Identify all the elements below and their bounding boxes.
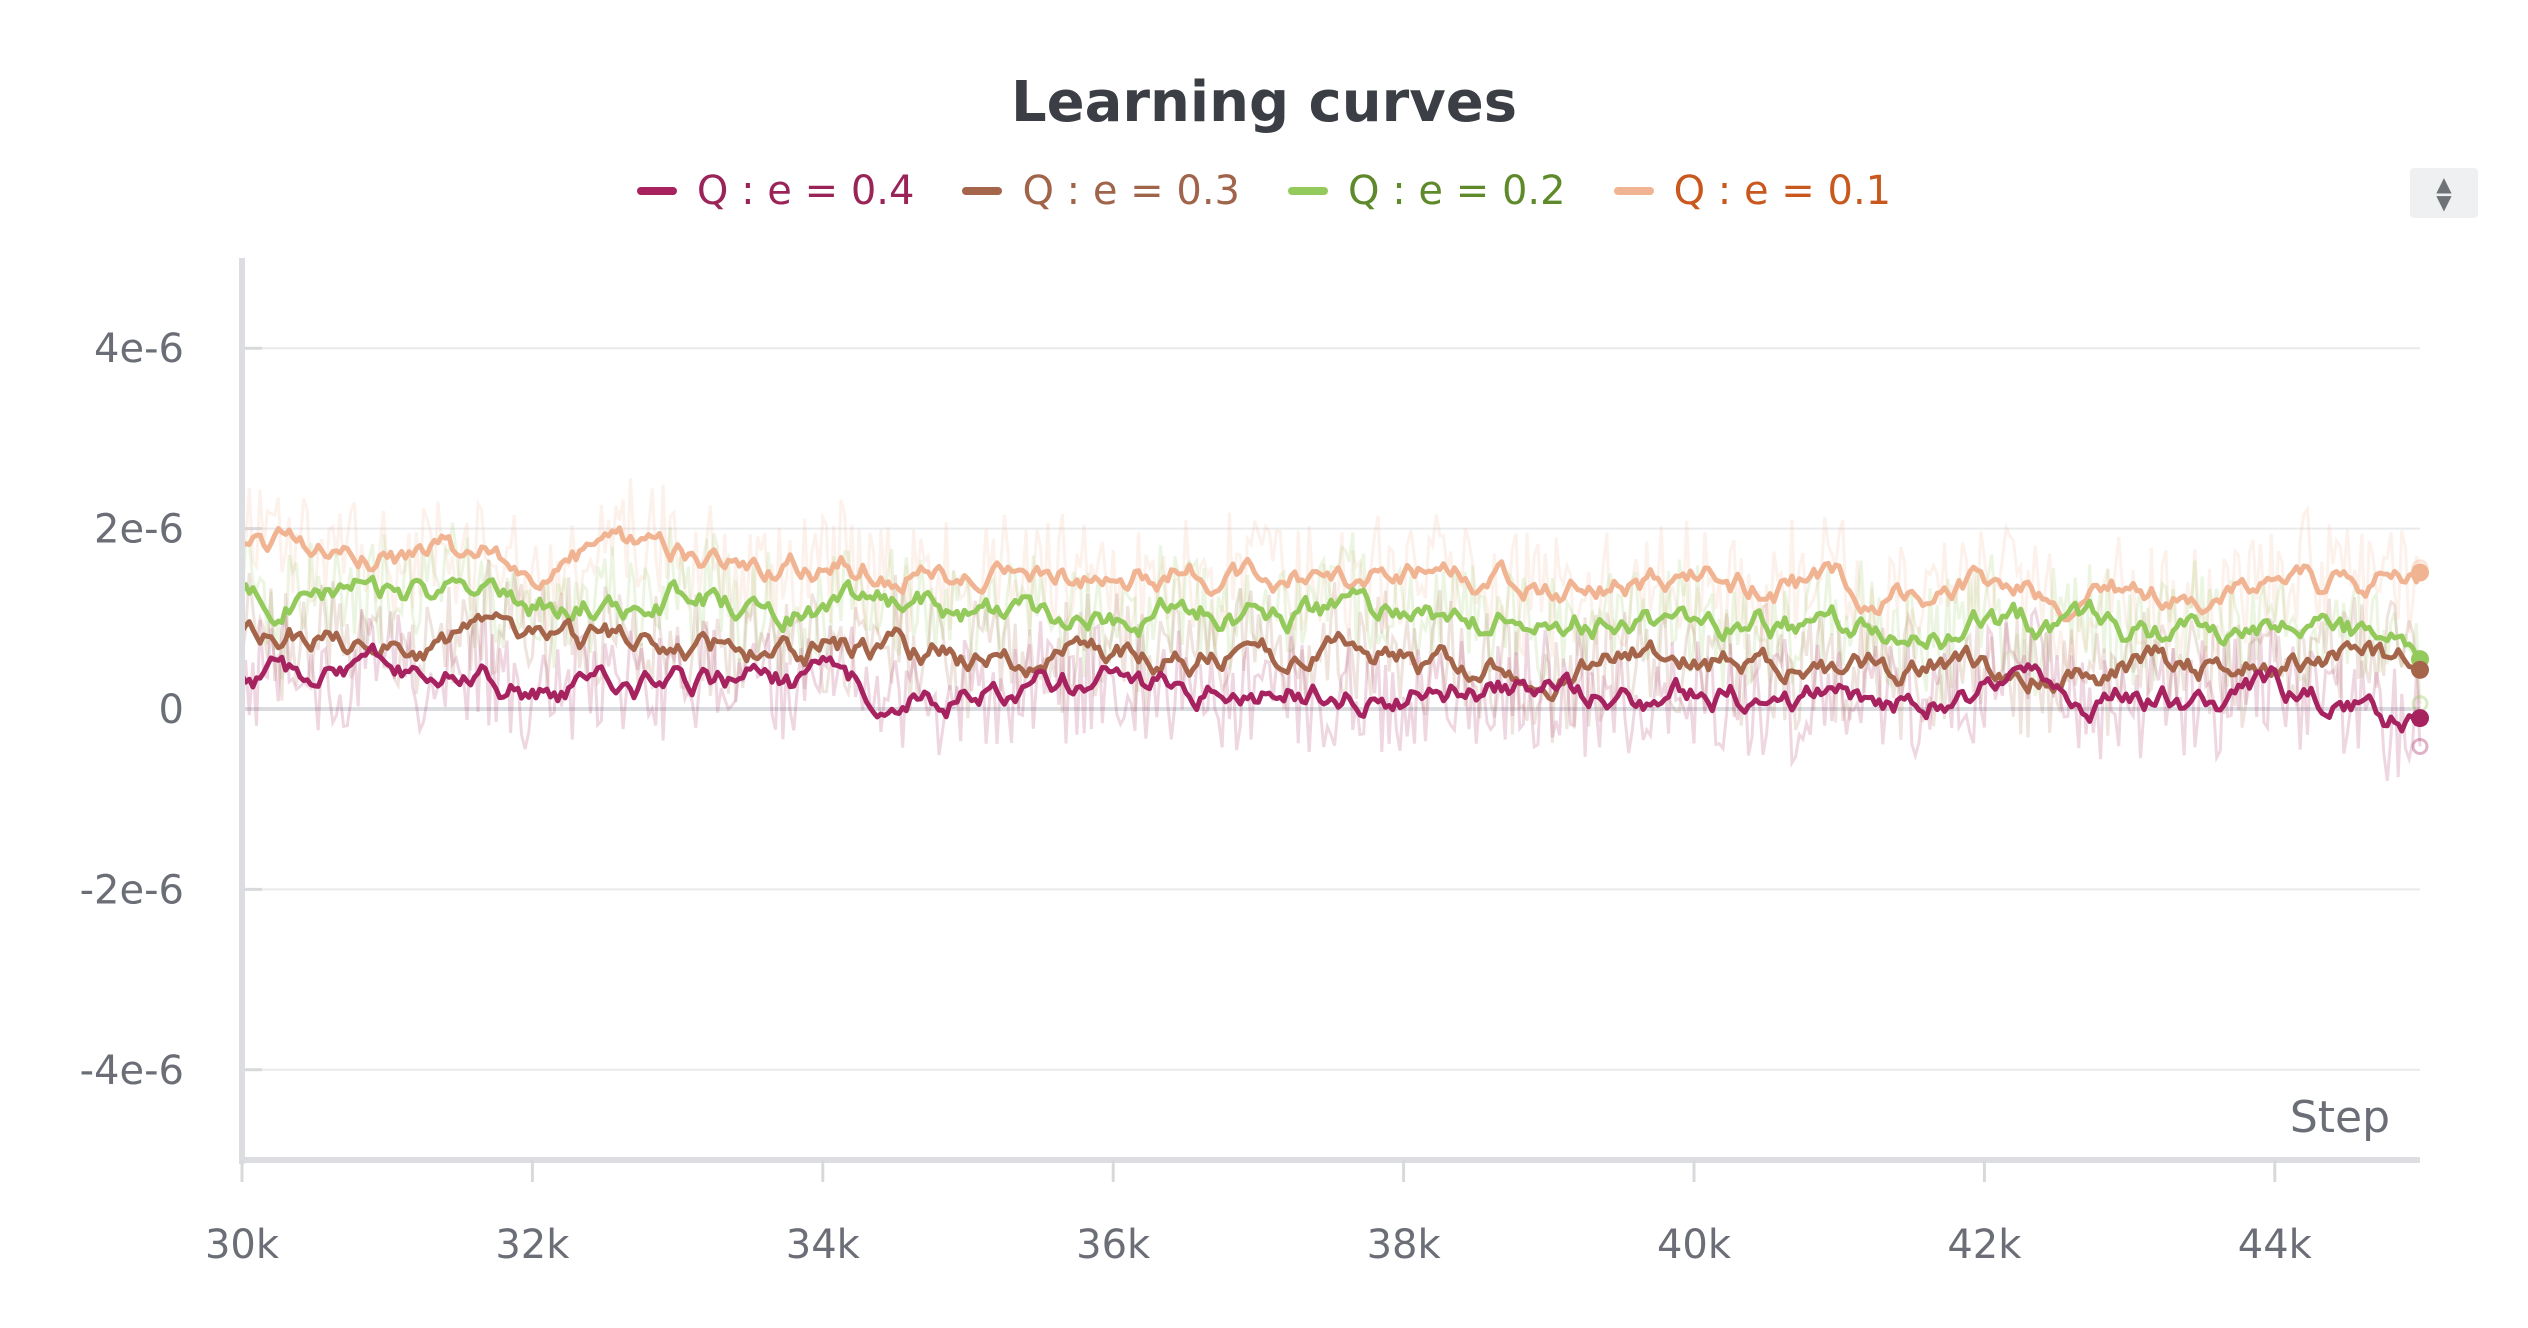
y-tick-label: -2e-6 bbox=[80, 867, 184, 913]
series-endpoint bbox=[2411, 563, 2429, 582]
raw-series-endpoint bbox=[2411, 737, 2429, 755]
x-tick-label: 40k bbox=[1657, 1222, 1732, 1268]
legend-swatch bbox=[1288, 187, 1328, 195]
y-tick-label: 4e-6 bbox=[94, 326, 184, 372]
raw-series-line bbox=[240, 477, 2422, 674]
raw-series-line bbox=[240, 606, 2422, 782]
x-axis-title: Step bbox=[2290, 1092, 2390, 1143]
chevron-down-icon[interactable]: ▼ bbox=[2436, 190, 2452, 214]
legend-item[interactable]: Q : e = 0.4 bbox=[636, 168, 915, 214]
chevron-up-icon[interactable]: ▲ bbox=[2436, 172, 2452, 196]
axes bbox=[239, 258, 2420, 1182]
raw-series-endpoint bbox=[2411, 559, 2429, 577]
legend-item[interactable]: Q : e = 0.2 bbox=[1288, 168, 1566, 214]
legend-swatch bbox=[1613, 187, 1654, 195]
legend-label: Q : e = 0.4 bbox=[696, 168, 915, 214]
x-tick-label: 42k bbox=[1947, 1222, 2022, 1268]
grid-lines bbox=[242, 346, 2420, 1072]
series-line bbox=[239, 574, 2422, 661]
x-tick-label: 32k bbox=[495, 1222, 570, 1268]
raw-series-line bbox=[240, 522, 2422, 706]
legend-label: Q : e = 0.3 bbox=[1022, 168, 1240, 214]
series-line bbox=[239, 642, 2423, 734]
x-tick-label: 30k bbox=[205, 1222, 280, 1268]
raw-series-line bbox=[240, 559, 2422, 743]
legend-swatch bbox=[962, 187, 1003, 195]
x-tick-label: 38k bbox=[1367, 1222, 1442, 1268]
y-tick-label: 0 bbox=[159, 687, 184, 733]
legend-scroll-control[interactable]: ▲ ▼ bbox=[2410, 168, 2478, 218]
x-tick-label: 34k bbox=[786, 1222, 861, 1268]
chart-title: Learning curves bbox=[1010, 70, 1518, 135]
raw-series-layer bbox=[240, 477, 2422, 782]
legend-item[interactable]: Q : e = 0.3 bbox=[962, 168, 1240, 214]
legend-label: Q : e = 0.1 bbox=[1673, 168, 1892, 214]
series-endpoint bbox=[2411, 709, 2429, 728]
y-tick-label: 2e-6 bbox=[94, 507, 184, 553]
legend-item[interactable]: Q : e = 0.1 bbox=[1613, 168, 1892, 214]
smoothed-series-layer bbox=[239, 525, 2429, 755]
tick-labels: 4e-6 2e-6 0 -2e-6 -4e-6 30k 32k 34k 36k 38k 40k 42k… bbox=[80, 326, 2313, 1268]
legend-swatch bbox=[636, 187, 677, 195]
legend-label: Q : e = 0.2 bbox=[1348, 168, 1566, 214]
legend: Q : e = 0.4 Q : e = 0.3 Q : e = 0.2 Q : e =… bbox=[0, 168, 2528, 214]
x-tick-label: 36k bbox=[1076, 1222, 1151, 1268]
series-endpoint bbox=[2411, 660, 2429, 679]
y-tick-label: -4e-6 bbox=[80, 1048, 184, 1094]
series-line bbox=[241, 525, 2423, 623]
x-tick-label: 44k bbox=[2238, 1222, 2313, 1268]
